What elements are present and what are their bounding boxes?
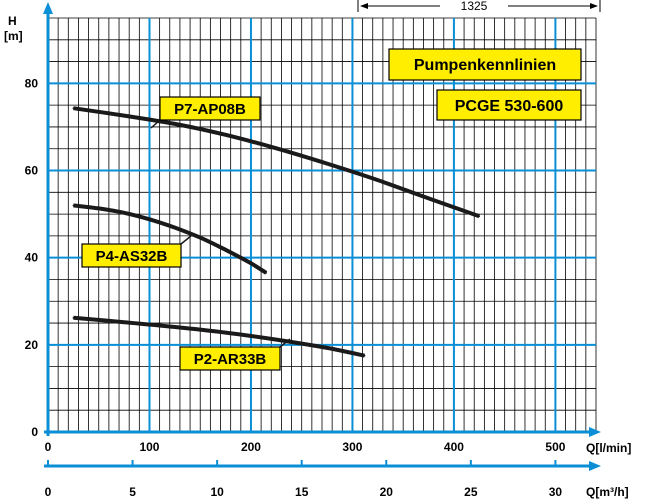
x2-axis-title: Q[m³/h] — [586, 485, 629, 499]
tick-labels: 0 20 40 60 80 0 100 200 300 400 500 0 5 10 15 20 25 30 H[m… — [4, 0, 631, 499]
chart-subtitle: PCGE 530-600 — [455, 98, 564, 115]
series-point — [174, 123, 176, 125]
series-point — [363, 354, 366, 357]
series-label-box — [179, 346, 281, 371]
series-point — [275, 147, 278, 150]
series-line-1 — [73, 106, 480, 219]
title-box — [388, 48, 582, 81]
y-tick-label: 20 — [25, 338, 39, 352]
x2-tick-label: 5 — [129, 485, 136, 499]
y-tick-label: 80 — [25, 76, 39, 90]
x-tick-label: 500 — [545, 440, 565, 454]
x2-tick-label: 0 — [45, 485, 52, 499]
series-point — [174, 326, 176, 328]
x-tick-label: 400 — [444, 440, 464, 454]
x2-tick-label: 20 — [380, 485, 394, 499]
series-point — [199, 236, 202, 239]
x2-tick-label: 15 — [295, 485, 309, 499]
subtitle-box — [436, 89, 582, 121]
x-tick-label: 100 — [139, 440, 159, 454]
series-point — [97, 207, 100, 210]
y-axis-symbol: H — [8, 14, 17, 28]
series-label: P4-AS32B — [96, 248, 168, 265]
series-point — [224, 331, 227, 334]
curves — [72, 106, 481, 358]
series-point — [123, 211, 125, 214]
dimension-arrow-right — [590, 3, 598, 9]
x-tick-label: 300 — [342, 440, 362, 454]
series-point — [123, 321, 125, 323]
series-label-box — [159, 96, 261, 121]
series-point — [224, 249, 227, 251]
series-point — [265, 272, 267, 274]
series-point — [174, 226, 176, 229]
series-point — [326, 347, 328, 349]
axes — [43, 2, 601, 471]
x2-tick-label: 25 — [464, 485, 478, 499]
series-point — [478, 215, 481, 218]
series-label: P7-AP08B — [174, 101, 246, 118]
dimension-arrow-left — [360, 3, 368, 9]
x-axis-title: Q[l/min] — [586, 441, 631, 455]
series-label-leader — [180, 235, 192, 245]
x-tick-label: 200 — [241, 440, 261, 454]
series-point — [123, 114, 125, 117]
series-point — [148, 218, 151, 221]
series-point — [72, 204, 75, 207]
y-axis-unit: [m] — [4, 29, 23, 43]
series-point — [72, 107, 75, 110]
series-point — [326, 162, 328, 165]
x2-tick-label: 30 — [549, 485, 563, 499]
series-point — [377, 179, 379, 181]
series-labels: Pumpenkennlinien PCGE 530-600 P7-AP08B P4-A… — [81, 48, 582, 371]
y-axis-arrow — [43, 2, 53, 14]
x-axis-arrow — [589, 427, 601, 437]
series-label-leader — [279, 338, 291, 348]
x-tick-label: 0 — [45, 440, 52, 454]
y-tick-label: 40 — [25, 251, 39, 265]
x2-tick-label: 10 — [210, 485, 224, 499]
y-tick-label: 0 — [31, 425, 38, 439]
y-tick-label: 60 — [25, 164, 39, 178]
dimension-label: 1325 — [461, 0, 488, 13]
chart-title: Pumpenkennlinien — [414, 57, 556, 74]
x2-axis-arrow — [589, 461, 601, 471]
series-point — [275, 338, 278, 341]
series-point — [250, 262, 252, 265]
series-point — [224, 133, 227, 136]
series-point — [72, 317, 75, 319]
series-point — [427, 197, 430, 200]
series-label-leader — [150, 119, 161, 129]
series-label-box — [81, 243, 182, 268]
series-label: P2-AR33B — [194, 351, 267, 368]
